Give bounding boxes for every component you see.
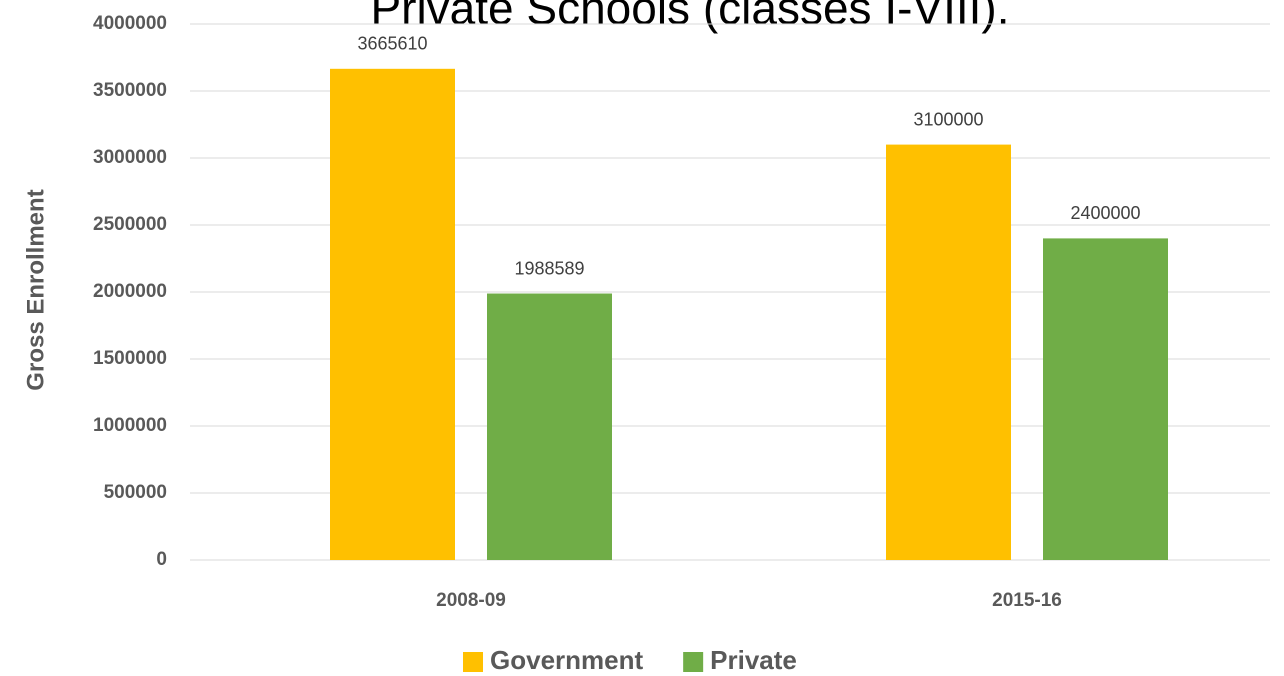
legend-label: Private xyxy=(710,645,797,675)
y-tick-label: 2000000 xyxy=(93,281,167,302)
value-label: 3665610 xyxy=(357,34,427,54)
x-tick-label: 2008-09 xyxy=(436,590,506,611)
y-tick-label: 4000000 xyxy=(93,13,167,34)
legend-swatch xyxy=(463,652,483,672)
y-tick-label: 1000000 xyxy=(93,415,167,436)
y-axis-label: Gross Enrollment xyxy=(22,189,49,390)
x-tick-label: 2015-16 xyxy=(992,590,1062,611)
bar xyxy=(1043,238,1168,560)
legend-label: Government xyxy=(490,645,643,675)
bar xyxy=(330,68,455,560)
y-tick-label: 500000 xyxy=(104,482,167,503)
bar xyxy=(487,293,612,560)
bar xyxy=(886,144,1011,560)
y-tick-label: 3000000 xyxy=(93,147,167,168)
legend-swatch xyxy=(683,652,704,672)
value-label: 1988589 xyxy=(514,258,584,278)
value-label: 2400000 xyxy=(1070,203,1140,223)
y-tick-label: 2500000 xyxy=(93,214,167,235)
chart-title: Private Schools (classes I-VIII). xyxy=(370,0,1009,34)
y-tick-label: 0 xyxy=(156,549,167,570)
y-tick-label: 3500000 xyxy=(93,80,167,101)
value-label: 3100000 xyxy=(913,109,983,129)
y-tick-label: 1500000 xyxy=(93,348,167,369)
